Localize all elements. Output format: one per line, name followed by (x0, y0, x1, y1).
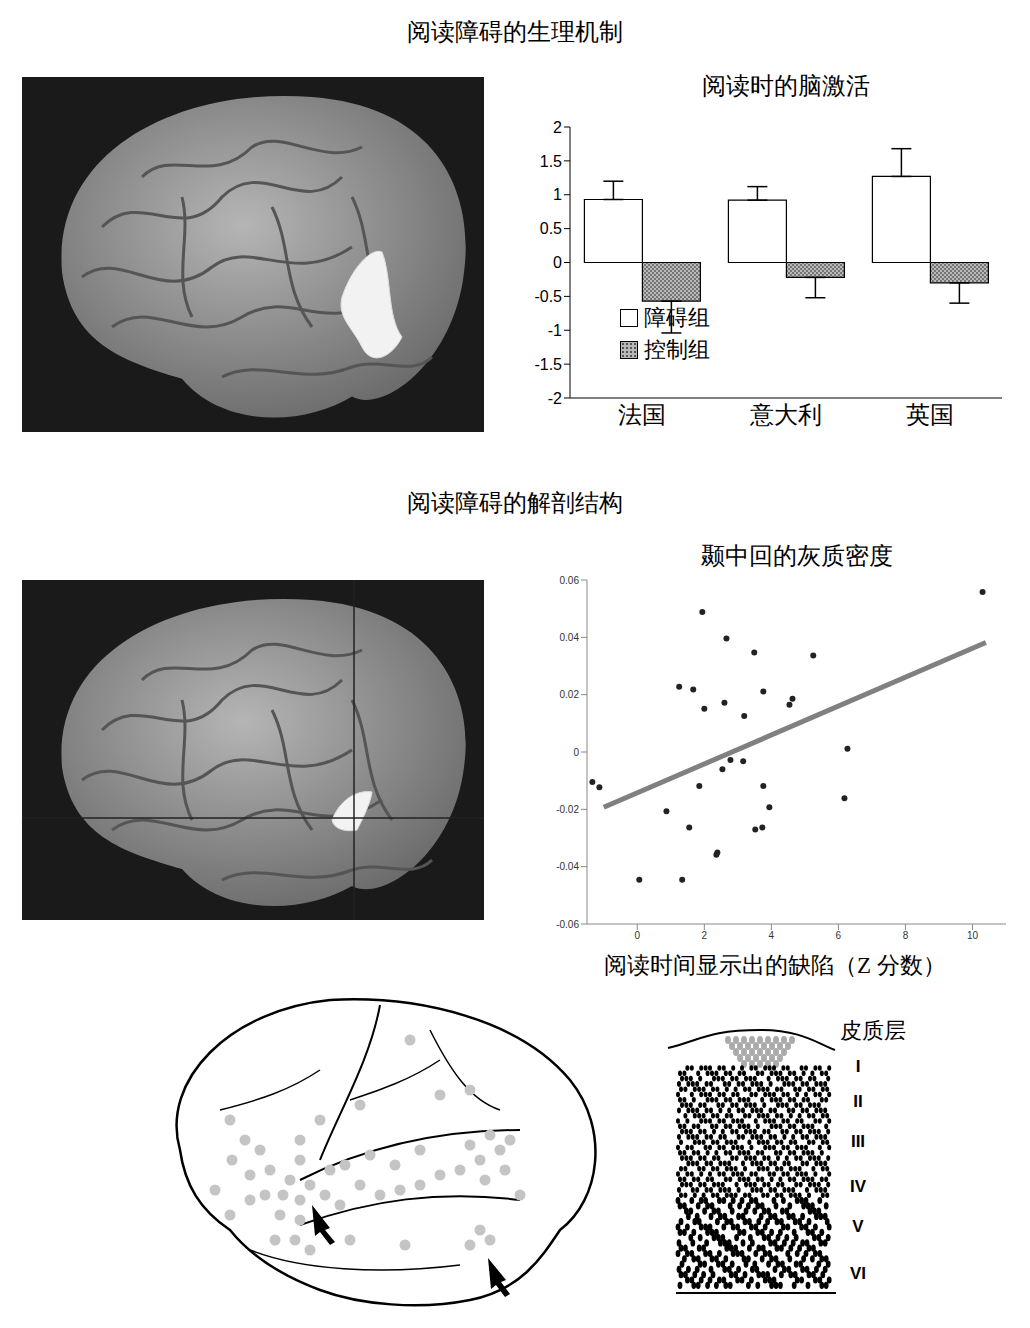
svg-text:1: 1 (553, 186, 562, 203)
svg-text:I: I (856, 1057, 861, 1076)
html-text:阅读时间显示出的缺陷（Z 分数）: 阅读时间显示出的缺陷（Z 分数） (604, 953, 946, 978)
svg-text:0.04: 0.04 (560, 632, 580, 643)
svg-text:-0.04: -0.04 (556, 861, 579, 872)
svg-text:1.5: 1.5 (540, 153, 562, 170)
svg-text:2: 2 (702, 930, 708, 941)
svg-text:V: V (852, 1217, 864, 1236)
svg-text:0: 0 (634, 930, 640, 941)
svg-text:8: 8 (903, 930, 909, 941)
svg-text:0: 0 (553, 254, 562, 271)
svg-text:III: III (851, 1132, 865, 1151)
svg-text:VI: VI (850, 1264, 866, 1283)
svg-text:II: II (853, 1092, 862, 1111)
svg-text:0.06: 0.06 (560, 575, 580, 586)
html-text:阅读障碍的生理机制: 阅读障碍的生理机制 (407, 19, 623, 45)
svg-text:-1: -1 (548, 322, 562, 339)
svg-text:-1.5: -1.5 (534, 356, 562, 373)
svg-text:0.5: 0.5 (540, 220, 562, 237)
svg-text:英国: 英国 (906, 402, 954, 428)
html-text:阅读障碍的解剖结构: 阅读障碍的解剖结构 (407, 490, 623, 516)
svg-text:6: 6 (836, 930, 842, 941)
svg-text:4: 4 (769, 930, 775, 941)
svg-text:-0.5: -0.5 (534, 288, 562, 305)
svg-text:皮质层: 皮质层 (840, 1018, 906, 1043)
html-text:障碍组: 障碍组 (644, 305, 710, 330)
svg-text:0.02: 0.02 (560, 689, 580, 700)
svg-text:法国: 法国 (618, 402, 666, 428)
html-text:控制组: 控制组 (644, 337, 710, 362)
svg-text:-2: -2 (548, 390, 562, 407)
svg-text:2: 2 (553, 119, 562, 136)
svg-text:IV: IV (850, 1177, 867, 1196)
svg-text:意大利: 意大利 (749, 402, 822, 428)
html-text:颞中回的灰质密度: 颞中回的灰质密度 (700, 543, 893, 569)
svg-text:10: 10 (967, 930, 979, 941)
svg-text:0: 0 (573, 747, 579, 758)
svg-text:-0.02: -0.02 (556, 804, 579, 815)
html-text:阅读时的脑激活: 阅读时的脑激活 (702, 73, 870, 99)
svg-text:-0.06: -0.06 (556, 919, 579, 930)
